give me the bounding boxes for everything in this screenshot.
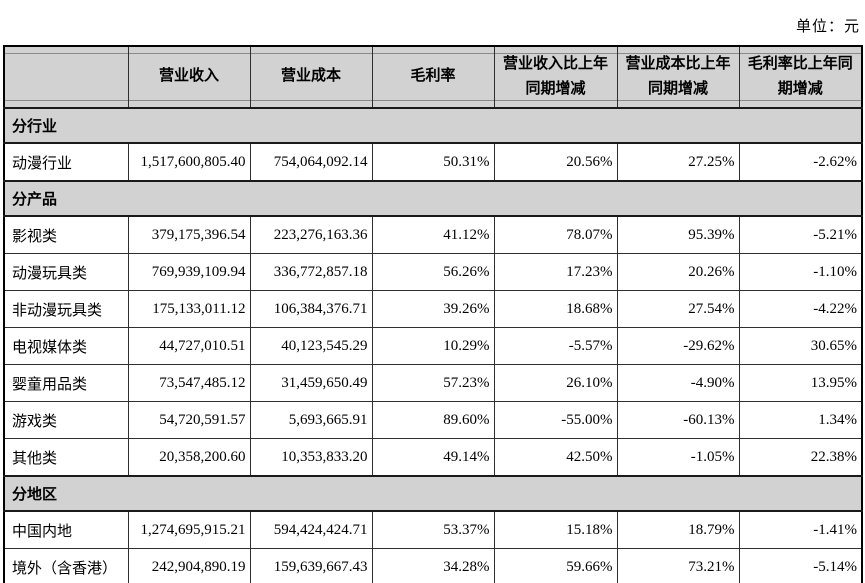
cell-value: 106,384,376.71 bbox=[249, 290, 373, 328]
cell-value: 175,133,011.12 bbox=[127, 290, 251, 328]
cell-value: 10,353,833.20 bbox=[249, 438, 373, 477]
row-label: 影视类 bbox=[3, 215, 129, 254]
financial-breakdown-table: 营业收入 营业成本 毛利率 营业收入比上年同期增减 营业成本比上年同期增减 毛利… bbox=[3, 45, 863, 583]
cell-value: 20.56% bbox=[493, 142, 618, 182]
cell-value: 78.07% bbox=[493, 215, 618, 254]
cell-value: -60.13% bbox=[616, 401, 740, 439]
table-row: 游戏类 54,720,591.57 5,693,665.91 89.60% -55.00… bbox=[3, 401, 863, 439]
cell-value: 95.39% bbox=[616, 215, 740, 254]
cell-value: 379,175,396.54 bbox=[127, 215, 251, 254]
cell-value: -1.10% bbox=[738, 253, 863, 291]
cell-value: 5,693,665.91 bbox=[249, 401, 373, 439]
row-label: 非动漫玩具类 bbox=[3, 290, 129, 328]
table-row: 婴童用品类 73,547,485.12 31,459,650.49 57.23% 26.… bbox=[3, 364, 863, 402]
cell-value: 59.66% bbox=[493, 548, 618, 583]
col-header-revenue: 营业收入 bbox=[127, 45, 251, 109]
cell-value: 18.79% bbox=[616, 510, 740, 549]
cell-value: 15.18% bbox=[493, 510, 618, 549]
cell-value: -5.57% bbox=[493, 327, 618, 365]
cell-value: 336,772,857.18 bbox=[249, 253, 373, 291]
row-label: 其他类 bbox=[3, 438, 129, 477]
cell-value: 594,424,424.71 bbox=[249, 510, 373, 549]
col-header-cost-yoy: 营业成本比上年同期增减 bbox=[616, 45, 740, 109]
cell-value: 49.14% bbox=[371, 438, 495, 477]
cell-value: 159,639,667.43 bbox=[249, 548, 373, 583]
table-header: 营业收入 营业成本 毛利率 营业收入比上年同期增减 营业成本比上年同期增减 毛利… bbox=[3, 45, 863, 109]
table-row: 境外（含香港） 242,904,890.19 159,639,667.43 34.28… bbox=[3, 548, 863, 583]
row-label: 中国内地 bbox=[3, 510, 129, 549]
row-label: 电视媒体类 bbox=[3, 327, 129, 365]
cell-value: 26.10% bbox=[493, 364, 618, 402]
table-row: 动漫行业 1,517,600,805.40 754,064,092.14 50.31%… bbox=[3, 142, 863, 182]
section-label: 分产品 bbox=[3, 180, 863, 217]
cell-value: 242,904,890.19 bbox=[127, 548, 251, 583]
col-header-row-label bbox=[3, 45, 129, 109]
cell-value: -1.41% bbox=[738, 510, 863, 549]
cell-value: 27.25% bbox=[616, 142, 740, 182]
cell-value: 53.37% bbox=[371, 510, 495, 549]
cell-value: 54,720,591.57 bbox=[127, 401, 251, 439]
cell-value: 73.21% bbox=[616, 548, 740, 583]
row-label: 境外（含香港） bbox=[3, 548, 129, 583]
row-label: 游戏类 bbox=[3, 401, 129, 439]
cell-value: -5.14% bbox=[738, 548, 863, 583]
cell-value: 73,547,485.12 bbox=[127, 364, 251, 402]
col-header-margin-yoy: 毛利率比上年同期增减 bbox=[738, 45, 863, 109]
col-header-gross-margin: 毛利率 bbox=[371, 45, 495, 109]
section-label: 分地区 bbox=[3, 475, 863, 512]
cell-value: 56.26% bbox=[371, 253, 495, 291]
cell-value: 1,274,695,915.21 bbox=[127, 510, 251, 549]
cell-value: 34.28% bbox=[371, 548, 495, 583]
cell-value: 22.38% bbox=[738, 438, 863, 477]
cell-value: 41.12% bbox=[371, 215, 495, 254]
cell-value: 57.23% bbox=[371, 364, 495, 402]
row-label: 动漫玩具类 bbox=[3, 253, 129, 291]
row-label: 婴童用品类 bbox=[3, 364, 129, 402]
cell-value: 30.65% bbox=[738, 327, 863, 365]
cell-value: 27.54% bbox=[616, 290, 740, 328]
section-label: 分行业 bbox=[3, 107, 863, 144]
cell-value: -4.90% bbox=[616, 364, 740, 402]
cell-value: 50.31% bbox=[371, 142, 495, 182]
cell-value: 40,123,545.29 bbox=[249, 327, 373, 365]
cell-value: 20,358,200.60 bbox=[127, 438, 251, 477]
cell-value: 13.95% bbox=[738, 364, 863, 402]
cell-value: -55.00% bbox=[493, 401, 618, 439]
section-row: 分产品 bbox=[3, 180, 863, 217]
cell-value: 17.23% bbox=[493, 253, 618, 291]
cell-value: 18.68% bbox=[493, 290, 618, 328]
section-row: 分行业 bbox=[3, 107, 863, 144]
cell-value: -2.62% bbox=[738, 142, 863, 182]
table-row: 其他类 20,358,200.60 10,353,833.20 49.14% 42.50… bbox=[3, 438, 863, 477]
table-row: 非动漫玩具类 175,133,011.12 106,384,376.71 39.26%… bbox=[3, 290, 863, 328]
table-row: 影视类 379,175,396.54 223,276,163.36 41.12% 78.… bbox=[3, 215, 863, 254]
cell-value: 39.26% bbox=[371, 290, 495, 328]
table-row: 电视媒体类 44,727,010.51 40,123,545.29 10.29% -5.… bbox=[3, 327, 863, 365]
cell-value: 1.34% bbox=[738, 401, 863, 439]
row-label: 动漫行业 bbox=[3, 142, 129, 182]
cell-value: 44,727,010.51 bbox=[127, 327, 251, 365]
cell-value: -5.21% bbox=[738, 215, 863, 254]
cell-value: -29.62% bbox=[616, 327, 740, 365]
unit-label: 单位：元 bbox=[795, 19, 860, 35]
table-row: 动漫玩具类 769,939,109.94 336,772,857.18 56.26% 1… bbox=[3, 253, 863, 291]
section-row: 分地区 bbox=[3, 475, 863, 512]
cell-value: 42.50% bbox=[493, 438, 618, 477]
header-row: 营业收入 营业成本 毛利率 营业收入比上年同期增减 营业成本比上年同期增减 毛利… bbox=[3, 45, 863, 109]
cell-value: 1,517,600,805.40 bbox=[127, 142, 251, 182]
table-row: 中国内地 1,274,695,915.21 594,424,424.71 53.37%… bbox=[3, 510, 863, 549]
cell-value: 10.29% bbox=[371, 327, 495, 365]
cell-value: -4.22% bbox=[738, 290, 863, 328]
cell-value: 769,939,109.94 bbox=[127, 253, 251, 291]
cell-value: 31,459,650.49 bbox=[249, 364, 373, 402]
table-body: 分行业 动漫行业 1,517,600,805.40 754,064,092.14 50.… bbox=[3, 107, 863, 583]
col-header-cost: 营业成本 bbox=[249, 45, 373, 109]
cell-value: 20.26% bbox=[616, 253, 740, 291]
col-header-revenue-yoy: 营业收入比上年同期增减 bbox=[493, 45, 618, 109]
cell-value: 223,276,163.36 bbox=[249, 215, 373, 254]
cell-value: 754,064,092.14 bbox=[249, 142, 373, 182]
cell-value: -1.05% bbox=[616, 438, 740, 477]
cell-value: 89.60% bbox=[371, 401, 495, 439]
